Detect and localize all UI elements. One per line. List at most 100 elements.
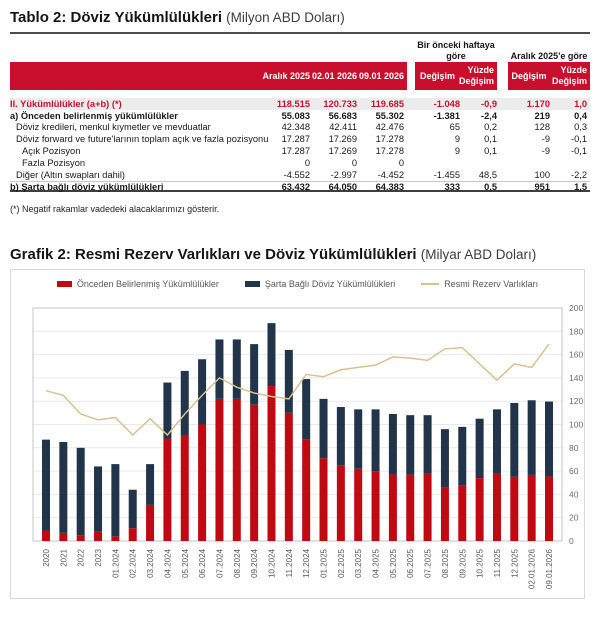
y-axis-label: 0: [569, 536, 574, 546]
bar-contingent: [284, 350, 293, 414]
cell: 0: [351, 157, 357, 168]
x-axis-label: 03.2024: [146, 549, 155, 578]
bar-predetermined: [76, 535, 85, 542]
y-axis-label: 40: [569, 490, 579, 500]
x-axis-label: 04.2025: [372, 549, 381, 578]
cell: 0,1: [484, 134, 497, 145]
cell: -1.381: [433, 110, 460, 121]
cell: 42.348: [281, 122, 310, 133]
legend-swatch-red: [56, 281, 72, 288]
table-title-unit: (Milyon ABD Doları): [226, 10, 345, 25]
x-axis-label: 03.2025: [354, 549, 363, 578]
x-axis-label: 12.2025: [510, 549, 519, 578]
chart-legend: Önceden Belirlenmiş Yükümlülükler Şarta …: [11, 276, 584, 292]
cell: 0,1: [484, 146, 497, 157]
legend-item-reserves: Resmi Rezerv Varlıkları: [421, 279, 538, 289]
cell: -4.552: [283, 169, 310, 180]
header-col-pct-dec: Yüzde Değişim: [550, 62, 590, 90]
table-row-short-position: Açık Pozisyon 17.287 17.269 17.278 9 0,1…: [10, 145, 590, 157]
x-axis-label: 02.2025: [337, 549, 346, 578]
x-axis-label: 05.2024: [181, 549, 190, 578]
cell: 0: [304, 157, 310, 168]
bar-contingent: [215, 339, 224, 400]
cell: 55.302: [375, 110, 404, 121]
header-gap: [497, 62, 508, 90]
cell: -0,1: [570, 134, 587, 145]
x-axis-label: 01.2025: [320, 549, 329, 578]
y-axis-label: 20: [569, 513, 579, 523]
cell: 0,4: [574, 110, 587, 121]
bar-predetermined: [215, 399, 224, 542]
bar-predetermined: [250, 405, 259, 542]
x-axis-label: 08.2024: [233, 549, 242, 578]
bar-contingent: [388, 414, 397, 475]
reserve-assets-line: [45, 344, 550, 437]
bar-contingent: [458, 427, 467, 486]
cell: 63.432: [281, 181, 310, 192]
table-body: II. Yükümlülükler (a+b) (*) 118.515 120.…: [10, 98, 590, 193]
bar-contingent: [336, 407, 345, 466]
cell: 120.733: [323, 98, 357, 109]
bar-contingent: [302, 379, 311, 441]
bar-contingent: [232, 339, 241, 400]
bar-predetermined: [267, 386, 276, 542]
x-axis-label: 07.2024: [215, 549, 224, 578]
cell: 118.515: [276, 98, 310, 109]
bar-predetermined: [406, 474, 415, 542]
bar-contingent: [510, 403, 519, 478]
bar-predetermined: [319, 458, 328, 542]
bar-predetermined: [336, 465, 345, 542]
bar-predetermined: [42, 530, 50, 542]
cell: -1.455: [433, 169, 460, 180]
cell: 17.269: [328, 134, 357, 145]
header-gap: [407, 62, 415, 90]
legend-label: Resmi Rezerv Varlıkları: [444, 279, 539, 290]
cell: 56.683: [328, 110, 357, 121]
table-group-headers: Bir önceki haftaya göre Aralık 2025'e gö…: [10, 36, 590, 62]
bar-predetermined: [128, 528, 137, 542]
x-axis-label: 09.01.2026: [545, 549, 554, 590]
cell: -2,2: [570, 169, 587, 180]
x-axis-label: 09.2024: [250, 549, 259, 578]
header-col-0901: 09.01 2026: [357, 62, 407, 90]
cell: -0,9: [480, 98, 497, 109]
bar-predetermined: [59, 533, 68, 542]
row-label: Diğer (Altın swapları dahil): [16, 169, 126, 180]
x-axis-label: 08.2025: [441, 549, 450, 578]
bar-contingent: [94, 466, 103, 533]
cell: 64.050: [328, 181, 357, 192]
table-title: Tablo 2: Döviz Yükümlülükleri (Milyon AB…: [10, 9, 590, 27]
plot-border: [32, 307, 563, 542]
cell: 64.383: [375, 181, 404, 192]
cell: 0,3: [574, 122, 587, 133]
bar-predetermined: [475, 478, 484, 542]
cell: -2,4: [480, 110, 497, 121]
header-col-change-dec: Değişim: [508, 62, 550, 90]
group-header-vs-december: Aralık 2025'e göre: [508, 50, 590, 62]
x-axis-label: 10.2025: [476, 549, 485, 578]
chart-title-bold: Grafik 2: Resmi Rezerv Varlıkları ve Döv…: [10, 246, 417, 264]
chart-title: Grafik 2: Resmi Rezerv Varlıkları ve Döv…: [10, 246, 590, 264]
x-axis-label: 04.2024: [163, 549, 172, 578]
table-row-long-position: Fazla Pozisyon 0 0 0: [10, 157, 590, 169]
bar-contingent: [180, 371, 189, 436]
x-axis-label: 07.2025: [424, 549, 433, 578]
bar-contingent: [163, 382, 172, 439]
cell: 1.170: [526, 98, 550, 109]
bar-predetermined: [354, 469, 363, 542]
bar-contingent: [475, 419, 484, 479]
chart-container: Önceden Belirlenmiş Yükümlülükler Şarta …: [10, 269, 585, 600]
cell: 119.685: [370, 98, 404, 109]
bar-contingent: [354, 409, 363, 470]
bar-contingent: [146, 464, 155, 506]
bar-contingent: [371, 409, 380, 472]
legend-swatch-line: [421, 283, 440, 286]
bar-contingent: [406, 415, 415, 475]
cell: 333: [444, 181, 460, 192]
y-axis-label: 180: [569, 327, 583, 337]
cell: 17.278: [375, 134, 404, 145]
bar-contingent: [250, 344, 259, 406]
bar-contingent: [423, 415, 432, 474]
bar-contingent: [198, 359, 207, 425]
cell: 9: [454, 146, 460, 157]
